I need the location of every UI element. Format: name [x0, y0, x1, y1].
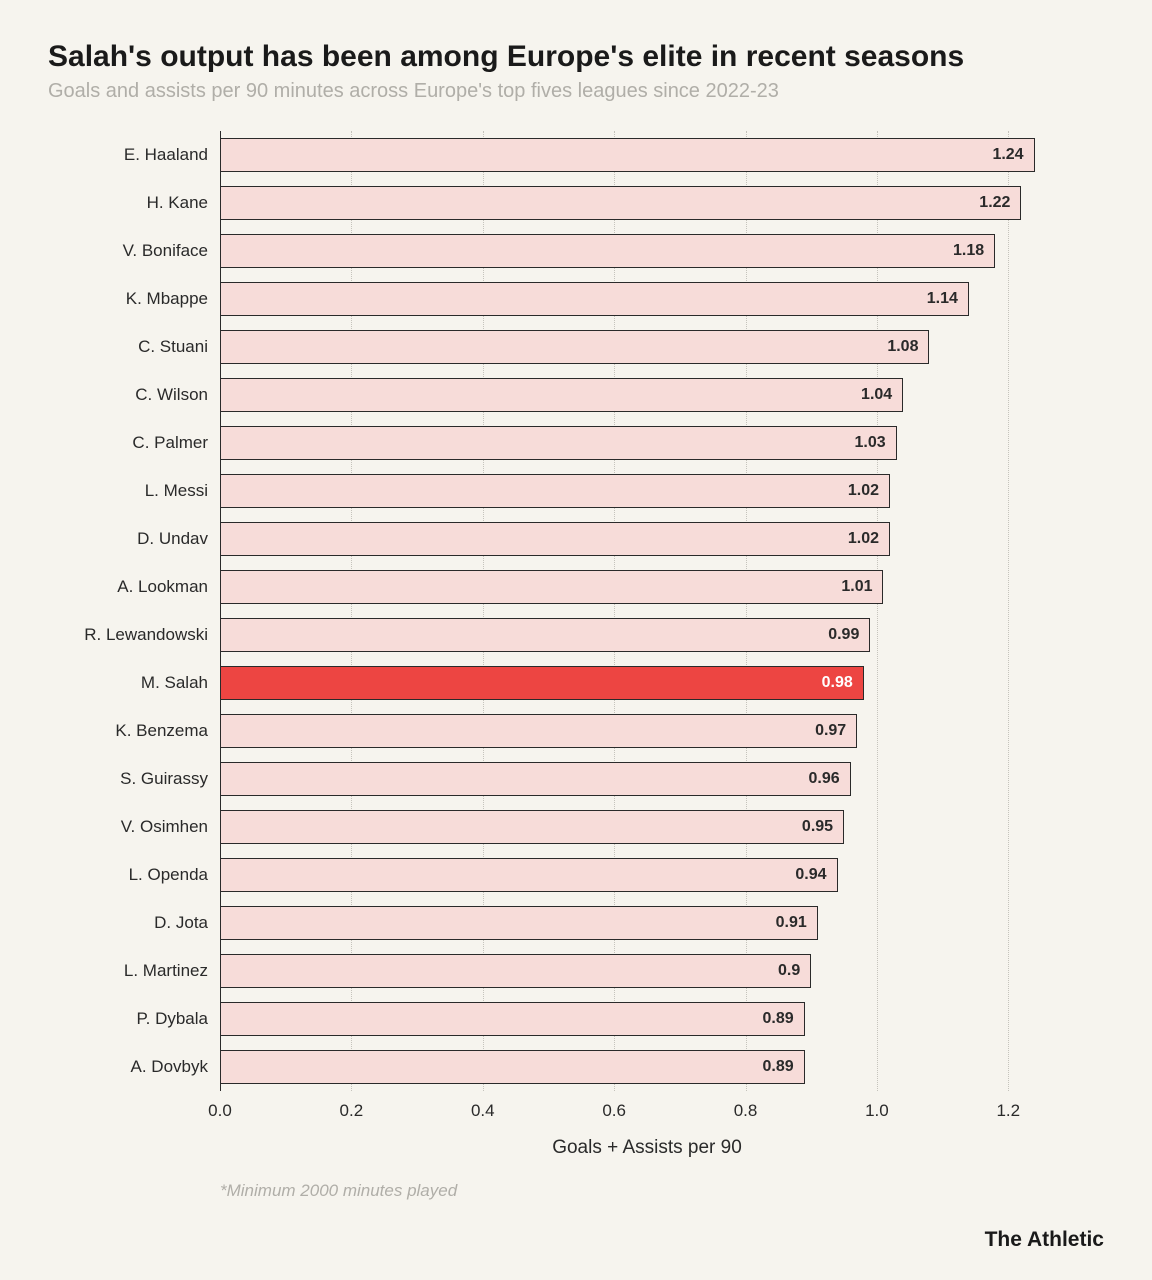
bar: 0.89	[220, 1002, 805, 1036]
bar: 1.02	[220, 522, 890, 556]
bar-row: L. Messi1.02	[220, 467, 1074, 515]
x-tick-label: 0.6	[602, 1101, 626, 1121]
bar: 0.89	[220, 1050, 805, 1084]
player-label: L. Messi	[60, 481, 220, 501]
bar: 1.03	[220, 426, 897, 460]
bar: 1.01	[220, 570, 883, 604]
player-label: A. Dovbyk	[60, 1057, 220, 1077]
bar-value-label: 0.98	[822, 674, 853, 692]
bar-row: R. Lewandowski0.99	[220, 611, 1074, 659]
bar-value-label: 0.96	[809, 770, 840, 788]
bar-value-label: 1.01	[841, 578, 872, 596]
bar-row: E. Haaland1.24	[220, 131, 1074, 179]
bar-row: C. Wilson1.04	[220, 371, 1074, 419]
bar-row: K. Benzema0.97	[220, 707, 1074, 755]
player-label: C. Palmer	[60, 433, 220, 453]
player-label: L. Openda	[60, 865, 220, 885]
player-label: A. Lookman	[60, 577, 220, 597]
bar-row: C. Stuani1.08	[220, 323, 1074, 371]
bar-value-label: 1.08	[887, 338, 918, 356]
bar-value-label: 1.02	[848, 482, 879, 500]
bar-value-label: 1.04	[861, 386, 892, 404]
bar-value-label: 1.22	[979, 194, 1010, 212]
bar-value-label: 0.97	[815, 722, 846, 740]
bar-row: L. Martinez0.9	[220, 947, 1074, 995]
bar-row: P. Dybala0.89	[220, 995, 1074, 1043]
bar-row: D. Jota0.91	[220, 899, 1074, 947]
bar: 0.91	[220, 906, 818, 940]
bar-value-label: 0.94	[795, 866, 826, 884]
bar-value-label: 1.02	[848, 530, 879, 548]
chart-subtitle: Goals and assists per 90 minutes across …	[48, 80, 1104, 103]
player-label: L. Martinez	[60, 961, 220, 981]
bar-row: A. Lookman1.01	[220, 563, 1074, 611]
bar-value-label: 1.14	[927, 290, 958, 308]
bar: 1.02	[220, 474, 890, 508]
bar-value-label: 0.99	[828, 626, 859, 644]
bar: 0.97	[220, 714, 857, 748]
bar-highlight: 0.98	[220, 666, 864, 700]
bar-value-label: 0.95	[802, 818, 833, 836]
player-label: C. Stuani	[60, 337, 220, 357]
bar-row: V. Osimhen0.95	[220, 803, 1074, 851]
bar: 1.14	[220, 282, 969, 316]
bar: 1.22	[220, 186, 1021, 220]
bar-row: L. Openda0.94	[220, 851, 1074, 899]
player-label: D. Jota	[60, 913, 220, 933]
player-label: S. Guirassy	[60, 769, 220, 789]
bar: 1.04	[220, 378, 903, 412]
bar-value-label: 1.03	[854, 434, 885, 452]
plot-area: 0.00.20.40.60.81.01.2E. Haaland1.24H. Ka…	[220, 131, 1074, 1091]
bar-row: H. Kane1.22	[220, 179, 1074, 227]
chart-body: 0.00.20.40.60.81.01.2E. Haaland1.24H. Ka…	[48, 131, 1104, 1201]
bar-row: C. Palmer1.03	[220, 419, 1074, 467]
chart-title: Salah's output has been among Europe's e…	[48, 40, 1104, 74]
bar-row: S. Guirassy0.96	[220, 755, 1074, 803]
bar-row: M. Salah0.98	[220, 659, 1074, 707]
player-label: M. Salah	[60, 673, 220, 693]
bar: 1.24	[220, 138, 1035, 172]
credit-label: The Athletic	[985, 1228, 1104, 1252]
bar: 1.08	[220, 330, 929, 364]
bar: 0.99	[220, 618, 870, 652]
player-label: C. Wilson	[60, 385, 220, 405]
bar-value-label: 1.18	[953, 242, 984, 260]
bar: 0.96	[220, 762, 851, 796]
bar-row: D. Undav1.02	[220, 515, 1074, 563]
bar-row: V. Boniface1.18	[220, 227, 1074, 275]
player-label: K. Mbappe	[60, 289, 220, 309]
player-label: R. Lewandowski	[60, 625, 220, 645]
bar: 1.18	[220, 234, 995, 268]
bar: 0.95	[220, 810, 844, 844]
x-tick-label: 0.2	[340, 1101, 364, 1121]
bar-value-label: 0.9	[778, 962, 800, 980]
player-label: P. Dybala	[60, 1009, 220, 1029]
x-tick-label: 0.0	[208, 1101, 232, 1121]
player-label: E. Haaland	[60, 145, 220, 165]
bar: 0.9	[220, 954, 811, 988]
bar-row: A. Dovbyk0.89	[220, 1043, 1074, 1091]
bar-value-label: 0.89	[763, 1058, 794, 1076]
player-label: V. Osimhen	[60, 817, 220, 837]
x-axis-label: Goals + Assists per 90	[220, 1137, 1074, 1159]
bar-value-label: 1.24	[992, 146, 1023, 164]
chart-container: Salah's output has been among Europe's e…	[0, 0, 1152, 1280]
x-tick-label: 1.0	[865, 1101, 889, 1121]
x-tick-label: 0.8	[734, 1101, 758, 1121]
player-label: D. Undav	[60, 529, 220, 549]
bar-value-label: 0.89	[763, 1010, 794, 1028]
bar-row: K. Mbappe1.14	[220, 275, 1074, 323]
chart-footnote: *Minimum 2000 minutes played	[220, 1181, 1104, 1201]
bar-value-label: 0.91	[776, 914, 807, 932]
x-tick-label: 1.2	[996, 1101, 1020, 1121]
x-tick-label: 0.4	[471, 1101, 495, 1121]
player-label: K. Benzema	[60, 721, 220, 741]
bar: 0.94	[220, 858, 838, 892]
player-label: H. Kane	[60, 193, 220, 213]
player-label: V. Boniface	[60, 241, 220, 261]
